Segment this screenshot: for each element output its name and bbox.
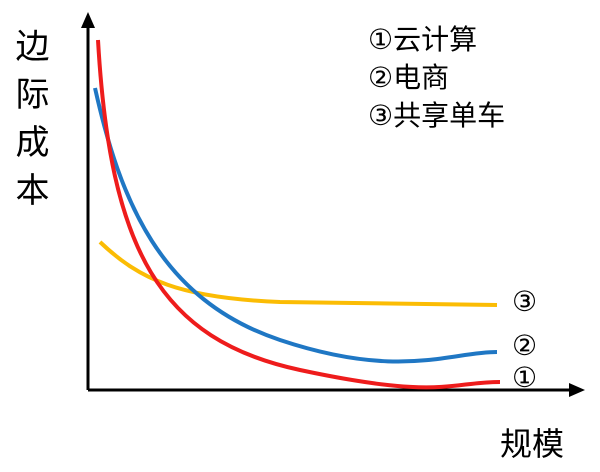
curve-label: ① <box>512 361 538 394</box>
curve-label: ② <box>512 329 538 362</box>
curve-2 <box>93 87 498 364</box>
x-axis-label: 规模 <box>500 425 565 463</box>
legend-item: ①云计算 <box>368 23 478 56</box>
y-axis-label: 边际成本 <box>9 28 49 220</box>
y-axis-arrow <box>81 12 95 28</box>
legend-item: ③共享单车 <box>368 99 506 132</box>
curve-3 <box>98 240 498 307</box>
curve-1 <box>96 39 501 390</box>
x-axis-arrow <box>569 383 585 397</box>
legend-item: ②电商 <box>368 61 450 94</box>
curve-label: ③ <box>512 285 538 318</box>
